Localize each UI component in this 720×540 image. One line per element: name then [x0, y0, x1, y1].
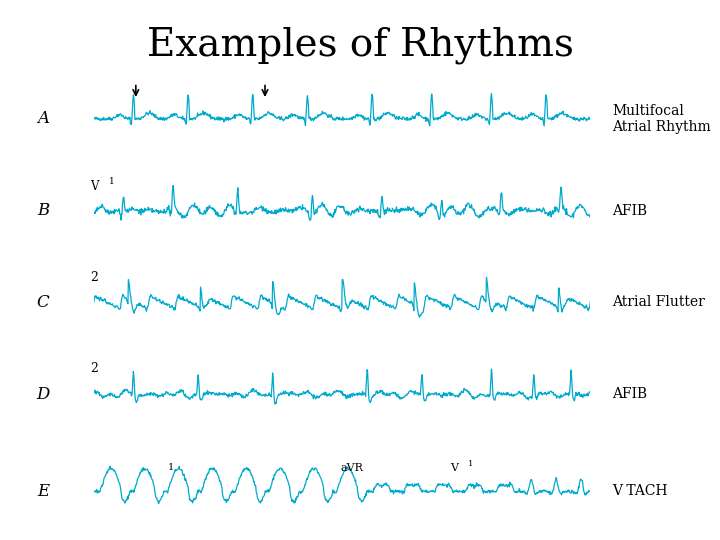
Text: Multifocal
Atrial Rhythm: Multifocal Atrial Rhythm: [612, 104, 711, 134]
Text: C: C: [37, 294, 50, 311]
Text: aVR: aVR: [341, 463, 364, 473]
Text: 1: 1: [468, 460, 474, 468]
Text: E: E: [37, 483, 49, 500]
Text: AFIB: AFIB: [612, 204, 647, 218]
Text: AFIB: AFIB: [612, 387, 647, 401]
Text: 1: 1: [109, 177, 115, 186]
Text: Atrial Flutter: Atrial Flutter: [612, 295, 705, 309]
Text: V: V: [90, 180, 99, 193]
Text: V TACH: V TACH: [612, 484, 667, 498]
Text: 2: 2: [90, 271, 98, 284]
Text: V: V: [450, 463, 458, 473]
Text: Examples of Rhythms: Examples of Rhythms: [147, 27, 573, 64]
Text: D: D: [37, 386, 50, 403]
Text: A: A: [37, 110, 49, 127]
Text: B: B: [37, 202, 50, 219]
Text: 1: 1: [168, 463, 174, 472]
Text: 2: 2: [90, 362, 98, 375]
